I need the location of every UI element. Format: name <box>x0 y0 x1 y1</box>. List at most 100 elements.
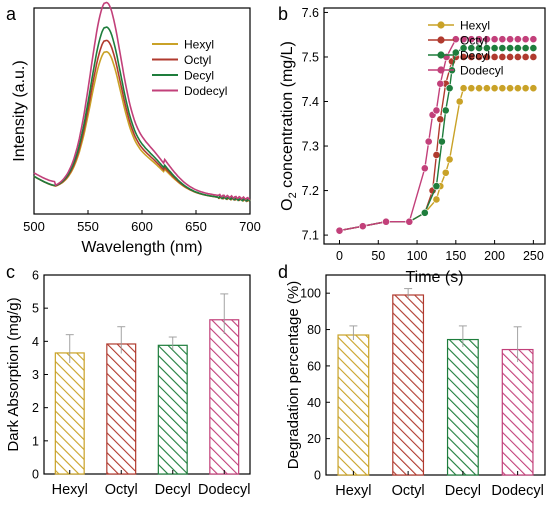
data-point-dodecyl <box>475 35 483 44</box>
data-point-octyl <box>436 115 445 124</box>
data-point-octyl <box>475 53 483 61</box>
data-point-decyl <box>490 44 499 52</box>
x-tick-label: 700 <box>239 219 261 234</box>
data-point-dodecyl <box>335 226 344 235</box>
bar-decyl <box>446 338 479 476</box>
y-tick-label: 4 <box>32 335 39 349</box>
x-tick-label-dodecyl: Dodecyl <box>491 483 543 499</box>
data-point-decyl <box>420 208 429 217</box>
data-point-hexyl <box>445 155 454 164</box>
data-point-dodecyl <box>382 217 390 226</box>
bar-hexyl <box>54 352 85 475</box>
panel-b-oxygen-chart: 0 50 100 150 200 250 7.1 7.2 7.3 7.4 7.5 7.6 Time (s… <box>279 6 546 286</box>
data-point-decyl <box>467 44 476 52</box>
x-tick-label: 550 <box>77 219 99 234</box>
series-line-octyl <box>339 56 534 232</box>
panel-label-c: c <box>6 262 15 282</box>
y-tick-label: 7.6 <box>302 6 319 20</box>
data-point-hexyl <box>432 195 441 204</box>
data-point-decyl <box>459 44 468 52</box>
legend-marker-decyl <box>437 51 445 59</box>
data-point-dodecyl <box>521 35 530 44</box>
y-axis-label-subscript: 2 <box>287 192 299 198</box>
data-point-octyl <box>467 53 476 61</box>
data-point-dodecyl <box>459 35 468 44</box>
legend-label-decyl: Decyl <box>184 69 214 83</box>
bar-dodecyl <box>501 348 534 476</box>
x-tick-label: 650 <box>185 219 207 234</box>
data-point-octyl <box>513 53 522 61</box>
y-tick-label: 5 <box>32 302 39 316</box>
legend-label-octyl: Octyl <box>460 34 487 48</box>
panel-label-a: a <box>6 4 17 24</box>
plot-frame-b <box>323 7 546 245</box>
data-point-dodecyl <box>420 164 429 173</box>
data-point-octyl <box>432 151 441 159</box>
x-axis-label: Wavelength (nm) <box>81 239 202 256</box>
data-point-decyl <box>529 44 538 52</box>
panel-label-b: b <box>278 4 288 24</box>
data-point-dodecyl <box>467 35 476 44</box>
panel-label-d: d <box>278 262 288 282</box>
x-axis-label: Time (s) <box>405 269 463 286</box>
legend-label-octyl: Octyl <box>184 53 211 67</box>
y-axis-label: Dark Absorption (mg/g) <box>5 297 22 451</box>
data-point-dodecyl <box>358 222 367 231</box>
y-axis-label-part: concentration (mg/L) <box>279 41 296 192</box>
data-point-hexyl <box>475 84 483 93</box>
data-point-dodecyl <box>405 217 414 226</box>
data-point-hexyl <box>513 84 522 93</box>
data-point-octyl <box>482 53 491 61</box>
legend-label-dodecyl: Dodecyl <box>460 64 503 78</box>
x-tick-label-decyl: Decyl <box>155 482 191 498</box>
y-tick-label: 7.2 <box>302 184 319 198</box>
data-point-decyl <box>445 84 454 93</box>
legend-label-decyl: Decyl <box>460 49 490 63</box>
legend-label-dodecyl: Dodecyl <box>184 84 227 98</box>
series-line-dodecyl <box>33 1 251 201</box>
x-tick-label: 0 <box>336 249 343 263</box>
y-tick-label: 40 <box>307 396 321 410</box>
y-tick-label: 60 <box>307 359 321 373</box>
data-point-decyl <box>506 44 515 52</box>
data-point-decyl <box>451 48 460 57</box>
data-point-decyl <box>482 44 491 52</box>
y-axis-label: Intensity (a.u.) <box>11 60 28 161</box>
y-axis-label: O2 concentration (mg/L) <box>279 41 299 211</box>
legend-marker-hexyl <box>437 21 445 29</box>
data-point-hexyl <box>521 84 530 93</box>
x-tick-label: 500 <box>23 219 45 234</box>
data-point-octyl <box>529 53 538 61</box>
y-tick-label: 80 <box>307 323 321 337</box>
x-tick-label-dodecyl: Dodecyl <box>198 482 250 498</box>
bar-octyl <box>392 294 425 476</box>
y-tick-label: 100 <box>300 287 321 301</box>
x-tick-label: 100 <box>407 249 428 263</box>
data-point-octyl <box>490 53 499 61</box>
panel-a-spectra-chart: 500 550 600 650 700 Wavelength (nm) Intensity … <box>11 1 261 256</box>
data-point-decyl <box>475 44 483 52</box>
data-point-dodecyl <box>424 137 433 146</box>
bar-dodecyl <box>209 319 240 475</box>
y-tick-label: 6 <box>32 269 39 283</box>
data-point-octyl <box>506 53 515 61</box>
legend-marker-octyl <box>437 36 445 44</box>
data-point-hexyl <box>482 84 491 93</box>
data-point-decyl <box>498 44 507 52</box>
legend-label-hexyl: Hexyl <box>460 19 490 33</box>
y-tick-label: 0 <box>314 469 321 483</box>
y-tick-label: 7.1 <box>302 229 319 243</box>
x-tick-label-octyl: Octyl <box>105 482 138 498</box>
x-tick-label-octyl: Octyl <box>392 483 425 499</box>
legend-label-hexyl: Hexyl <box>184 38 214 52</box>
data-point-hexyl <box>467 84 476 93</box>
data-point-hexyl <box>459 84 468 93</box>
data-point-hexyl <box>441 168 450 177</box>
data-point-decyl <box>441 106 450 115</box>
panel-c-dark-absorption-chart: 0 1 2 3 4 5 6 Hexyl Octyl Decyl Dodecyl Dark Absorp… <box>5 269 251 498</box>
x-tick-label: 250 <box>523 249 544 263</box>
panel-d-degradation-chart: 0 20 40 60 80 100 Hexyl Octyl Decyl Dodecyl Degrad… <box>285 274 546 499</box>
bar-hexyl <box>337 334 370 476</box>
data-point-dodecyl <box>436 79 445 88</box>
